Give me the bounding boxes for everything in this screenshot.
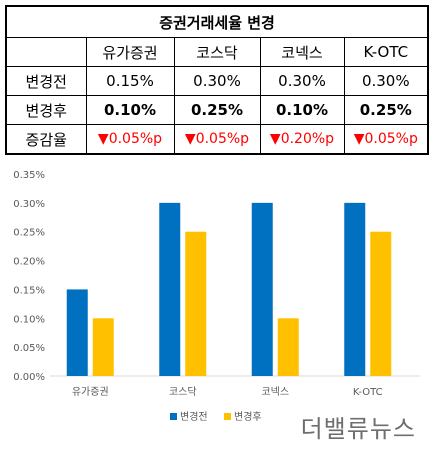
row-label: 변경후 bbox=[5, 95, 87, 125]
table-cell: 0.30% bbox=[343, 66, 429, 96]
rate-table: 증권거래세율 변경 유가증권 코스닥 코넥스 K-OTC 변경전 0.15% 0… bbox=[5, 5, 430, 155]
bar-before bbox=[251, 202, 273, 376]
row-label: 변경전 bbox=[5, 66, 87, 96]
legend-swatch bbox=[170, 413, 177, 420]
bar-before bbox=[344, 202, 366, 376]
rate-table-container: 증권거래세율 변경 유가증권 코스닥 코넥스 K-OTC 변경전 0.15% 0… bbox=[5, 5, 430, 160]
table-header-row: 유가증권 코스닥 코넥스 K-OTC bbox=[5, 37, 429, 67]
watermark-logo: 더밸류뉴스 bbox=[300, 415, 416, 443]
header-cell: K-OTC bbox=[343, 37, 429, 67]
table-cell-change: ▼0.05%p bbox=[173, 124, 261, 155]
header-cell: 코스닥 bbox=[173, 37, 261, 67]
y-tick-label: 0.30% bbox=[13, 199, 45, 210]
table-cell: 0.25% bbox=[173, 95, 261, 125]
bar-before bbox=[159, 202, 181, 376]
legend-swatch bbox=[224, 413, 231, 420]
table-cell: 0.30% bbox=[259, 66, 345, 96]
y-tick-label: 0.15% bbox=[13, 285, 45, 296]
table-cell-change: ▼0.05%p bbox=[343, 124, 429, 155]
bar-chart: 0.00% 0.05% 0.10% 0.15% 0.20% 0.25% 0.30% 0.35%… bbox=[13, 170, 420, 423]
bar-after bbox=[92, 318, 114, 376]
x-tick-label: K-OTC bbox=[353, 387, 383, 398]
bar-chart-container: 0.00% 0.05% 0.10% 0.15% 0.20% 0.25% 0.30% 0.35%… bbox=[0, 162, 434, 452]
row-label: 증감율 bbox=[5, 124, 87, 155]
legend-label: 변경전 bbox=[180, 410, 208, 423]
table-row-before: 변경전 0.15% 0.30% 0.30% 0.30% bbox=[5, 66, 429, 96]
bar-after bbox=[370, 231, 392, 376]
table-cell: 0.15% bbox=[85, 66, 175, 96]
bar-after bbox=[277, 318, 299, 376]
legend-label: 변경후 bbox=[234, 410, 262, 423]
table-row-change: 증감율 ▼0.05%p ▼0.05%p ▼0.20%p ▼0.05%p bbox=[5, 124, 429, 155]
x-tick-label: 코넥스 bbox=[261, 386, 289, 398]
header-cell-empty bbox=[5, 37, 87, 67]
x-tick-label: 유가증권 bbox=[72, 386, 109, 398]
y-tick-label: 0.20% bbox=[13, 257, 45, 268]
table-row-after: 변경후 0.10% 0.25% 0.10% 0.25% bbox=[5, 95, 429, 125]
y-tick-label: 0.35% bbox=[13, 170, 45, 181]
y-tick-label: 0.05% bbox=[13, 343, 45, 354]
header-cell: 코넥스 bbox=[259, 37, 345, 67]
y-tick-label: 0.10% bbox=[13, 314, 45, 325]
table-cell-change: ▼0.05%p bbox=[85, 124, 175, 155]
table-cell: 0.10% bbox=[85, 95, 175, 125]
header-cell: 유가증권 bbox=[85, 37, 175, 67]
table-cell-change: ▼0.20%p bbox=[259, 124, 345, 155]
table-cell: 0.30% bbox=[173, 66, 261, 96]
table-cell: 0.10% bbox=[259, 95, 345, 125]
table-cell: 0.25% bbox=[343, 95, 429, 125]
x-tick-label: 코스닥 bbox=[169, 386, 197, 398]
bar-after bbox=[185, 231, 207, 376]
table-title: 증권거래세율 변경 bbox=[5, 5, 429, 38]
y-tick-label: 0.00% bbox=[13, 372, 45, 383]
y-tick-label: 0.25% bbox=[13, 228, 45, 239]
bar-before bbox=[66, 289, 88, 376]
